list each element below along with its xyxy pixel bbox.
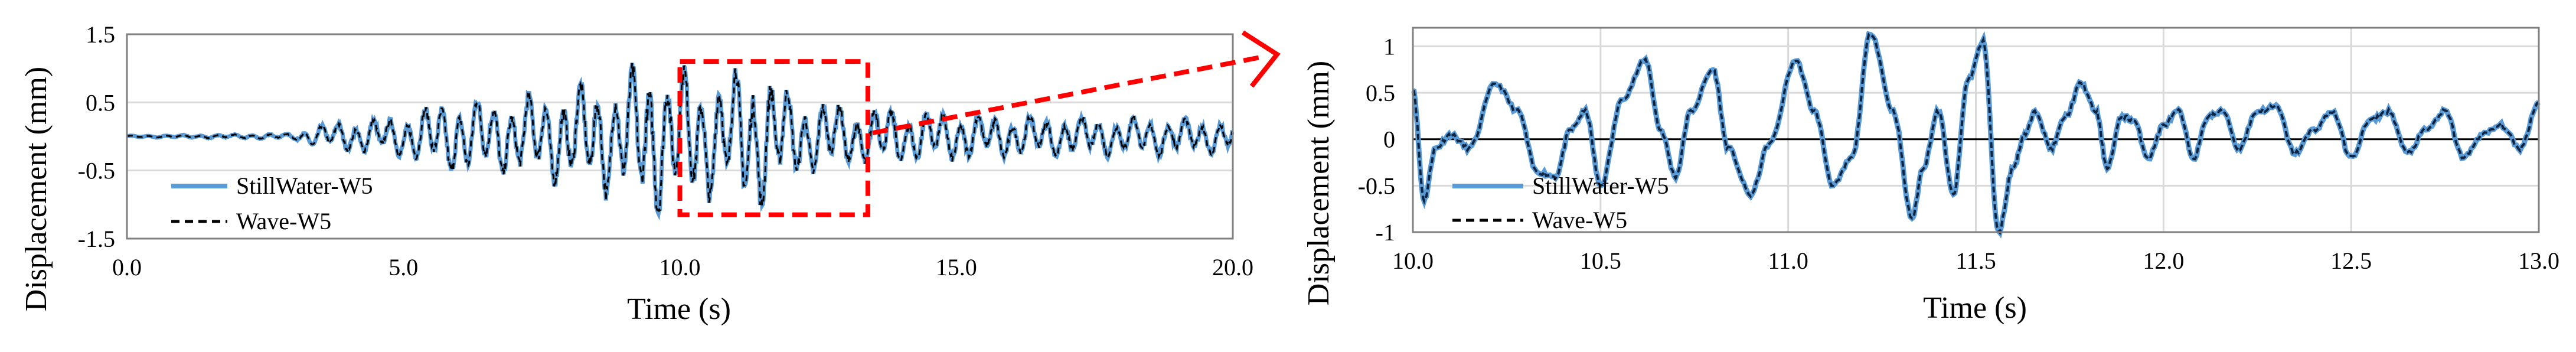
left-x-tick-label: 0.0 <box>112 254 142 281</box>
left-x-tick-label: 5.0 <box>388 254 418 281</box>
left-series-lines <box>126 63 1235 221</box>
right-y-tick-label: -0.5 <box>1358 172 1395 199</box>
right-y-tick-labels: 1 0.5 0 -0.5 -1 <box>1358 33 1395 246</box>
left-series-wave <box>126 63 1233 217</box>
right-y-tick-label: -1 <box>1376 219 1395 246</box>
left-y-tick-label: 0.5 <box>86 89 115 116</box>
left-plot-frame <box>126 33 1234 240</box>
right-x-tick-label: 10.0 <box>1392 247 1434 274</box>
left-y-tick-label: -0.5 <box>78 158 115 184</box>
right-x-axis-label: Time (s) <box>1923 291 2027 325</box>
zoom-arrow <box>872 30 1281 135</box>
legend-label-stillwater: StillWater-W5 <box>236 172 373 199</box>
right-x-tick-label: 13.0 <box>2518 247 2559 274</box>
left-x-tick-label: 15.0 <box>936 254 977 281</box>
right-x-tick-label: 12.0 <box>2143 247 2184 274</box>
right-chart: 10.50-0.5-1 10.0 10.5 11.0 11.5 12.0 12.5 13.0… <box>1302 27 2559 325</box>
left-y-axis-label: Displacement (mm) <box>19 67 53 311</box>
right-y-axis-label: Displacement (mm) <box>1302 61 1336 305</box>
legend-label-wave-right: Wave-W5 <box>1532 207 1627 233</box>
left-y-tick-label: 1.5 <box>86 21 115 48</box>
right-plot-frame <box>1412 27 2540 233</box>
zoom-arrow-line <box>872 54 1264 135</box>
left-x-axis-label: Time (s) <box>627 292 731 326</box>
zoom-arrow-head <box>1241 30 1281 88</box>
right-x-tick-label: 11.5 <box>1955 247 1996 274</box>
right-x-tick-label: 10.5 <box>1580 247 1621 274</box>
right-x-tick-label: 11.0 <box>1768 247 1808 274</box>
right-x-tick-labels: 10.0 10.5 11.0 11.5 12.0 12.5 13.0 <box>1392 247 2559 274</box>
left-y-tick-labels: 1.5 0.5 -0.5 -1.5 <box>78 21 115 252</box>
right-series-lines <box>1411 31 2541 239</box>
right-legend: StillWater-W5 Wave-W5 <box>1452 172 1669 233</box>
left-y-tick-label: -1.5 <box>78 226 115 252</box>
right-y-tick-label: 0 <box>1383 126 1395 153</box>
right-series-wave <box>1412 32 2540 236</box>
left-legend: StillWater-W5 Wave-W5 <box>171 172 373 234</box>
left-chart: 1.5 0.5 -0.5 -1.5 0.0 5.0 10.0 15.0 20.0 Displa… <box>19 21 1253 326</box>
right-y-tick-label: 0.5 <box>1366 80 1395 106</box>
right-y-tick-label: 1 <box>1383 33 1395 60</box>
left-x-tick-label: 10.0 <box>659 254 701 281</box>
left-x-tick-labels: 0.0 5.0 10.0 15.0 20.0 <box>112 254 1253 281</box>
zoom-highlight-box <box>677 59 870 217</box>
legend-label-wave: Wave-W5 <box>236 208 331 234</box>
right-x-tick-label: 12.5 <box>2330 247 2372 274</box>
legend-label-stillwater-right: StillWater-W5 <box>1532 172 1669 199</box>
left-x-tick-label: 20.0 <box>1212 254 1253 281</box>
